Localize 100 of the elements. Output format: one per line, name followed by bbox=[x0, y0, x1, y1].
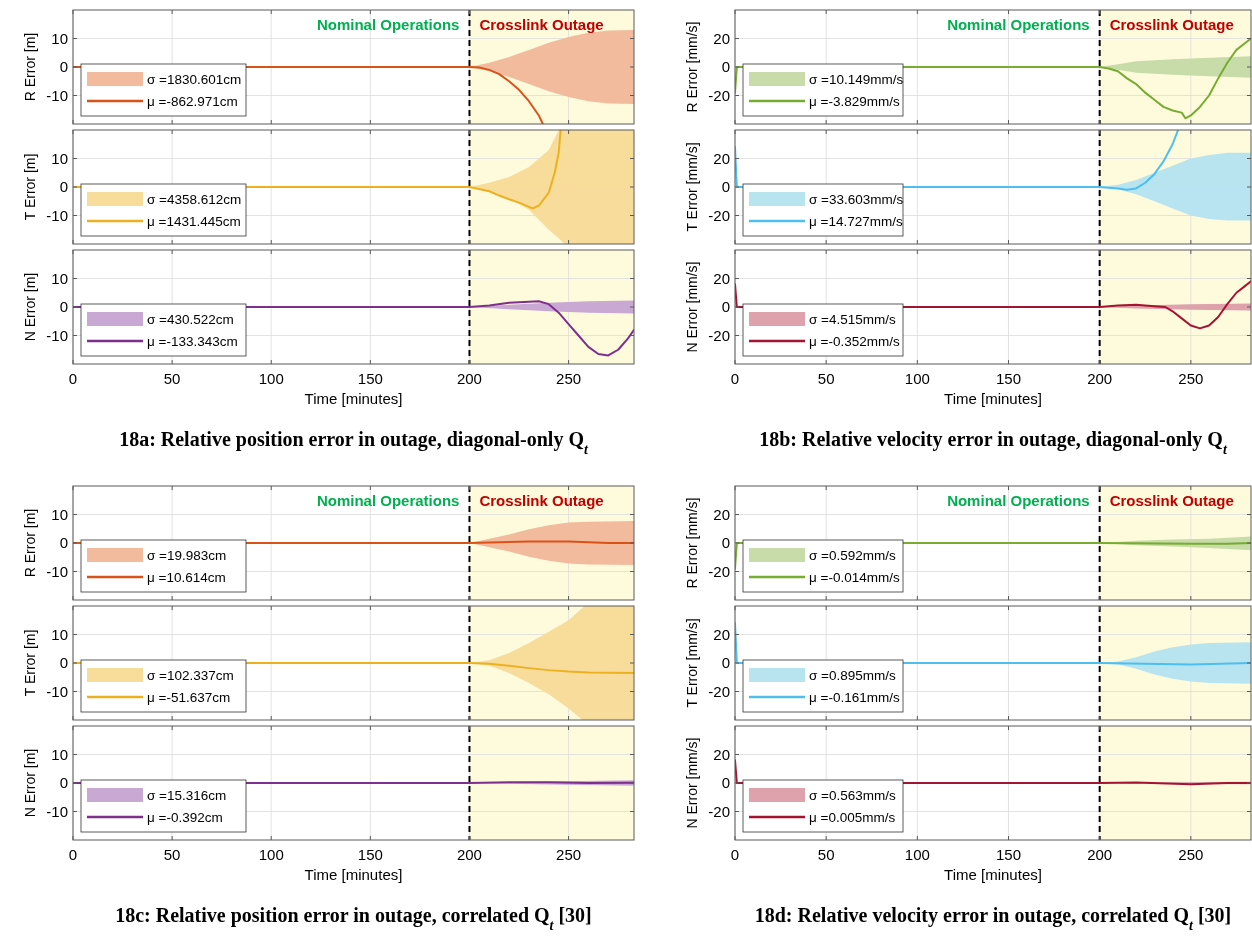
y-axis-title: T Error [mm/s] bbox=[684, 142, 700, 232]
legend-label: μ =-3.829mm/s bbox=[809, 93, 900, 109]
x-tick-label: 200 bbox=[1087, 370, 1113, 387]
y-tick-label: -10 bbox=[46, 682, 68, 700]
legend-label: μ =1431.445cm bbox=[147, 213, 241, 229]
y-tick-label: 20 bbox=[713, 745, 730, 763]
y-tick-label: 10 bbox=[51, 29, 68, 47]
y-axis-title: N Error [m] bbox=[22, 748, 38, 818]
legend-label: σ =0.592mm/s bbox=[809, 547, 896, 563]
annotation: Crosslink Outage bbox=[1109, 16, 1234, 33]
x-tick-label: 150 bbox=[995, 370, 1022, 387]
y-axis-title: N Error [mm/s] bbox=[684, 261, 700, 353]
legend-label: μ =-0.014mm/s bbox=[809, 569, 900, 585]
x-tick-label: 250 bbox=[1178, 846, 1204, 863]
text: 18c: Relative position error in outage, correlated Q$_{t}$ [30] bbox=[115, 904, 592, 933]
annotation: Nominal Operations bbox=[316, 16, 460, 33]
x-tick-label: 200 bbox=[456, 846, 482, 863]
y-tick-label: -10 bbox=[46, 206, 68, 224]
legend-label: σ =4358.612cm bbox=[147, 191, 242, 207]
legend-label: μ =0.005mm/s bbox=[809, 809, 896, 825]
y-tick-label: 0 bbox=[721, 534, 730, 552]
y-axis-title: R Error [mm/s] bbox=[684, 21, 700, 113]
y-axis-title: T Error [m] bbox=[22, 153, 38, 221]
legend-label: σ =10.149mm/s bbox=[809, 71, 904, 87]
text: 18d: Relative velocity error in outage, correlated Q$_{t}$ [30] bbox=[754, 904, 1232, 933]
y-axis-title: N Error [mm/s] bbox=[684, 737, 700, 829]
x-tick-label: 150 bbox=[357, 846, 383, 863]
legend-label: σ =1830.601cm bbox=[147, 71, 242, 87]
y-tick-label: 0 bbox=[59, 774, 68, 792]
legend-label: σ =33.603mm/s bbox=[809, 191, 904, 207]
x-tick-label: 150 bbox=[995, 846, 1022, 863]
y-tick-label: 10 bbox=[51, 745, 68, 763]
y-tick-label: 0 bbox=[59, 534, 68, 552]
y-tick-label: 10 bbox=[51, 625, 68, 643]
x-tick-label: 50 bbox=[163, 846, 181, 863]
annotation: Crosslink Outage bbox=[479, 16, 604, 33]
y-axis-title: R Error [m] bbox=[22, 508, 38, 578]
y-tick-label: -20 bbox=[708, 86, 730, 104]
x-tick-label: 50 bbox=[163, 370, 181, 387]
y-tick-label: -10 bbox=[46, 562, 68, 580]
y-tick-label: -20 bbox=[708, 682, 730, 700]
y-tick-label: 20 bbox=[713, 505, 730, 523]
annotation: Crosslink Outage bbox=[479, 492, 604, 509]
x-axis-title: Time [minutes] bbox=[304, 390, 403, 407]
x-tick-label: 50 bbox=[817, 846, 835, 863]
y-axis-title: T Error [m] bbox=[22, 629, 38, 697]
y-tick-label: 0 bbox=[59, 298, 68, 316]
legend-label: σ =19.983cm bbox=[147, 547, 227, 563]
y-tick-label: -10 bbox=[46, 802, 68, 820]
legend-label: μ =-51.637cm bbox=[147, 689, 231, 705]
y-tick-label: 0 bbox=[721, 178, 730, 196]
y-tick-label: 10 bbox=[51, 269, 68, 287]
legend-label: σ =0.895mm/s bbox=[809, 667, 896, 683]
y-tick-label: 20 bbox=[713, 625, 730, 643]
y-tick-label: 20 bbox=[713, 149, 730, 167]
y-tick-label: 0 bbox=[721, 298, 730, 316]
legend-label: σ =430.522cm bbox=[147, 311, 234, 327]
x-axis-title: Time [minutes] bbox=[944, 390, 1042, 407]
x-axis-title: Time [minutes] bbox=[944, 866, 1042, 883]
legend-label: μ =10.614cm bbox=[147, 569, 226, 585]
x-tick-label: 100 bbox=[258, 370, 284, 387]
annotation: Crosslink Outage bbox=[1109, 492, 1234, 509]
legend-label: μ =-862.971cm bbox=[147, 93, 238, 109]
y-tick-label: 20 bbox=[713, 29, 730, 47]
x-tick-label: 250 bbox=[1178, 370, 1204, 387]
y-tick-label: -20 bbox=[708, 802, 730, 820]
y-tick-label: 0 bbox=[721, 774, 730, 792]
legend-label: μ =-133.343cm bbox=[147, 333, 238, 349]
x-tick-label: 200 bbox=[456, 370, 482, 387]
legend-label: μ =-0.161mm/s bbox=[809, 689, 900, 705]
y-tick-label: 10 bbox=[51, 505, 68, 523]
x-tick-label: 200 bbox=[1087, 846, 1113, 863]
legend-label: μ =-0.392cm bbox=[147, 809, 223, 825]
y-tick-label: -20 bbox=[708, 562, 730, 580]
y-tick-label: 10 bbox=[51, 149, 68, 167]
annotation: Nominal Operations bbox=[947, 492, 1090, 509]
y-tick-label: -10 bbox=[46, 326, 68, 344]
x-tick-label: 100 bbox=[904, 370, 930, 387]
y-axis-title: R Error [m] bbox=[22, 32, 38, 102]
annotation: Nominal Operations bbox=[316, 492, 460, 509]
legend-label: σ =4.515mm/s bbox=[809, 311, 896, 327]
x-tick-label: 100 bbox=[258, 846, 284, 863]
x-tick-label: 100 bbox=[904, 846, 930, 863]
y-tick-label: -20 bbox=[708, 206, 730, 224]
x-tick-label: 150 bbox=[357, 370, 383, 387]
y-tick-label: 0 bbox=[59, 654, 68, 672]
x-tick-label: 50 bbox=[817, 370, 835, 387]
text: 18a: Relative position error in outage, diagonal-only Q$_{t}$ bbox=[119, 428, 589, 457]
legend-label: μ =14.727mm/s bbox=[809, 213, 903, 229]
y-tick-label: 0 bbox=[59, 178, 68, 196]
y-tick-label: 0 bbox=[59, 58, 68, 76]
y-tick-label: -10 bbox=[46, 86, 68, 104]
legend-label: σ =0.563mm/s bbox=[809, 787, 896, 803]
y-tick-label: 20 bbox=[713, 269, 730, 287]
legend-label: σ =15.316cm bbox=[147, 787, 227, 803]
x-axis-title: Time [minutes] bbox=[304, 866, 403, 883]
y-axis-title: R Error [mm/s] bbox=[684, 497, 700, 589]
y-tick-label: 0 bbox=[721, 58, 730, 76]
x-tick-label: 250 bbox=[556, 370, 582, 387]
x-tick-label: 250 bbox=[556, 846, 582, 863]
